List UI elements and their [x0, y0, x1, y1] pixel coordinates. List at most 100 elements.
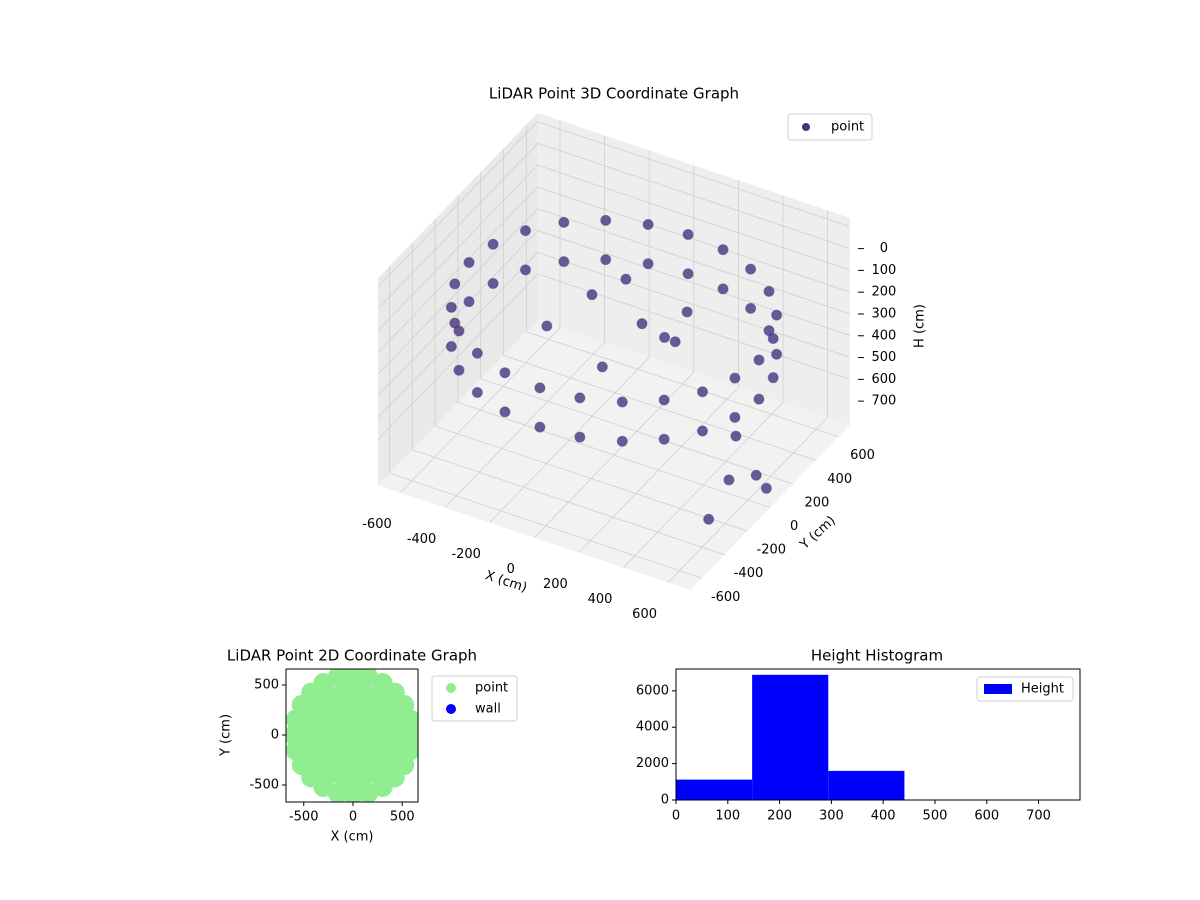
- point: [723, 474, 735, 486]
- point: [313, 725, 334, 745]
- grid-line: [537, 121, 851, 227]
- grid-line: [457, 402, 771, 508]
- point: [771, 348, 783, 360]
- grid-line: [480, 378, 794, 485]
- grid-line: [526, 331, 839, 438]
- x-tick-label: 200: [767, 809, 792, 824]
- point: [750, 469, 762, 481]
- point: [745, 302, 757, 314]
- y-tick-label: -500: [249, 778, 279, 793]
- x-tick-label: 0: [349, 810, 357, 825]
- grid-line: [377, 121, 538, 288]
- z-tick-label: 300: [871, 306, 896, 321]
- x-tick-label: -500: [289, 810, 319, 825]
- plot-area: [286, 669, 418, 802]
- x-tick-label: 200: [543, 577, 568, 592]
- point: [745, 263, 757, 275]
- point: [471, 386, 483, 398]
- y-tick-label: 400: [827, 472, 852, 487]
- point: [636, 318, 648, 330]
- point: [574, 392, 586, 404]
- point: [541, 320, 553, 332]
- grid-line: [537, 143, 851, 249]
- point: [342, 669, 363, 685]
- point: [400, 740, 418, 761]
- z-tick-label: 500: [871, 350, 896, 365]
- x-tick-label: 500: [923, 809, 948, 824]
- x-tick-label: -600: [362, 517, 392, 532]
- point: [767, 372, 779, 384]
- point: [753, 393, 765, 405]
- x-tick-label: 100: [715, 809, 740, 824]
- z-tick-label: 0: [880, 241, 888, 256]
- point: [586, 289, 598, 301]
- y-tick-label: 500: [254, 678, 279, 693]
- grid-line: [412, 449, 725, 556]
- z-tick-label: 700: [871, 394, 896, 409]
- bar: [828, 770, 905, 800]
- z-tick-label: 200: [871, 285, 896, 300]
- x-tick-label: 0: [507, 562, 515, 577]
- point: [301, 709, 322, 730]
- y-tick-label: -200: [757, 543, 787, 558]
- point: [682, 268, 694, 280]
- grid-line: [537, 251, 851, 358]
- point: [384, 740, 405, 761]
- grid-line: [434, 425, 748, 532]
- legend-label: Height: [1021, 682, 1064, 697]
- point: [717, 244, 729, 256]
- point: [445, 341, 457, 353]
- point: [642, 218, 654, 230]
- point: [520, 225, 532, 237]
- point: [463, 256, 475, 268]
- point: [520, 264, 532, 276]
- point: [342, 785, 363, 802]
- axes-frame: [675, 668, 1081, 801]
- point: [387, 725, 408, 745]
- point: [696, 425, 708, 437]
- legend-label: point: [831, 120, 864, 135]
- point: [729, 372, 741, 384]
- x-tick-label: 0: [672, 809, 680, 824]
- point: [286, 709, 306, 730]
- point: [558, 216, 570, 228]
- grid-line: [537, 186, 851, 293]
- point: [574, 431, 586, 443]
- legend-marker: [984, 684, 1012, 694]
- y-tick-label: 200: [804, 495, 829, 510]
- legend-marker: [446, 704, 456, 714]
- point: [760, 482, 772, 494]
- point: [298, 725, 319, 745]
- legend-box: [976, 676, 1074, 702]
- point: [286, 725, 304, 745]
- point: [682, 228, 694, 240]
- x-tick-label: 700: [1026, 809, 1051, 824]
- point: [669, 336, 681, 348]
- x-tick-label: 600: [632, 607, 657, 622]
- point: [372, 725, 393, 745]
- grid-line: [377, 273, 538, 440]
- y-tick-label: -400: [734, 566, 764, 581]
- point: [358, 669, 379, 687]
- grid-line: [537, 208, 851, 315]
- legend-marker: [446, 683, 456, 693]
- point: [449, 317, 461, 329]
- point: [600, 214, 612, 226]
- x-tick-label: -400: [407, 532, 437, 547]
- point: [499, 367, 511, 379]
- point: [487, 238, 499, 250]
- x-tick-label: -200: [451, 547, 481, 562]
- point: [453, 364, 465, 376]
- grid-line: [377, 208, 538, 375]
- chart-title: Height Histogram: [811, 647, 943, 665]
- point: [763, 285, 775, 297]
- point: [616, 396, 628, 408]
- grid-line: [377, 143, 538, 309]
- y-tick-label: 600: [850, 448, 875, 463]
- point: [534, 421, 546, 433]
- point: [729, 411, 741, 423]
- x-tick-label: 600: [974, 809, 999, 824]
- point: [620, 273, 632, 285]
- point: [600, 254, 612, 266]
- point: [763, 325, 775, 337]
